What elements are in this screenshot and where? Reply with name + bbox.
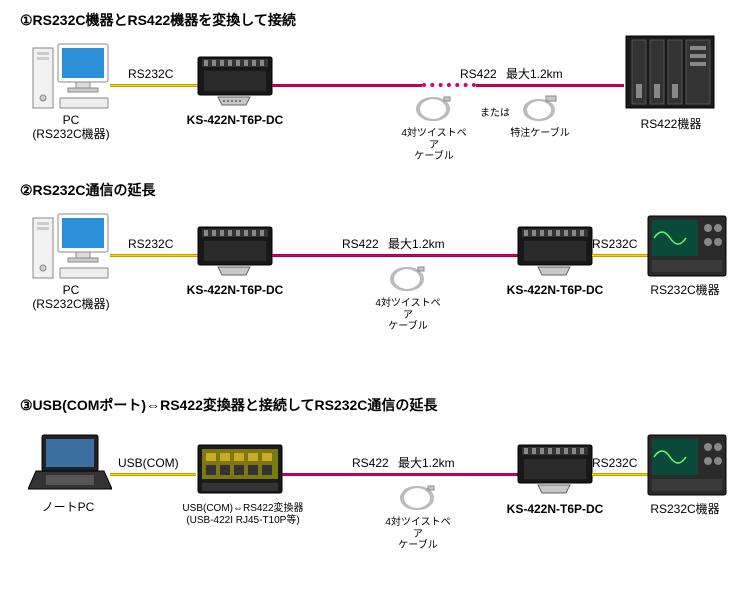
dist-label-s3: 最大1.2km: [398, 457, 455, 471]
converter-icon-s3: [516, 443, 594, 495]
twistpair-icon-s3: [396, 483, 438, 513]
converter-label-s3: KS-422N-T6P-DC: [500, 503, 610, 517]
rs232c-label-s2-right: RS232C: [592, 238, 637, 252]
twistpair-icon-s2: [386, 264, 428, 294]
pc-label: PC (RS232C機器): [28, 114, 114, 142]
special-cable-icon-s1: [518, 94, 560, 124]
dist-label-s1: 最大1.2km: [506, 68, 563, 82]
laptop-label: ノートPC: [36, 501, 100, 515]
converter1-icon-s2: [196, 225, 274, 277]
twistpair-label-s3: 4対ツイストペア ケーブル: [382, 517, 454, 552]
usbconv-icon-s3: [196, 443, 284, 497]
twistpair-icon-s1: [412, 94, 454, 124]
laptop-icon: [28, 433, 112, 495]
converter2-icon-s2: [516, 225, 594, 277]
dist-label-s2: 最大1.2km: [388, 238, 445, 252]
section2-title: ②RS232C通信の延長: [20, 180, 155, 200]
pc-label-s2: PC (RS232C機器): [28, 284, 114, 312]
rs422-label-s1: RS422: [460, 68, 497, 82]
rs422-device-icon: [624, 34, 716, 114]
usb-label-s3: USB(COM): [118, 457, 179, 471]
rs232c-label-s1: RS232C: [128, 68, 173, 82]
cable-rs422-s1-dash: [422, 83, 476, 87]
pc-icon: [32, 40, 110, 110]
converter2-label-s2: KS-422N-T6P-DC: [500, 284, 610, 298]
rs232c-device-label-s2: RS232C機器: [644, 284, 726, 298]
cable-usb-s3: [110, 473, 196, 476]
converter-label-s1: KS-422N-T6P-DC: [180, 114, 290, 128]
rs232c-device-icon-s3: [646, 433, 728, 499]
pc-icon-s2: [32, 210, 110, 280]
twistpair-label-s1: 4対ツイストペア ケーブル: [398, 128, 470, 163]
cable-rs422-s1-left: [272, 84, 422, 87]
rs422-device-label: RS422機器: [636, 118, 706, 132]
cable-rs422-s3: [282, 473, 518, 476]
rs422-label-s2: RS422: [342, 238, 379, 252]
usbconv-label-s3: USB(COM)⇔RS422変換器 (USB-422I RJ45-T10P等): [168, 503, 318, 526]
rs232c-label-s2-left: RS232C: [128, 238, 173, 252]
cable-rs422-s2: [272, 254, 518, 257]
section1-title: ①RS232C機器とRS422機器を変換して接続: [20, 10, 296, 30]
special-cable-label-s1: 特注ケーブル: [510, 128, 570, 140]
rs232c-device-label-s3: RS232C機器: [644, 503, 726, 517]
cable-rs232c-s2-right: [592, 254, 648, 257]
cable-rs422-s1-right: [476, 84, 624, 87]
cable-rs232c-s3: [592, 473, 648, 476]
twistpair-label-s2: 4対ツイストペア ケーブル: [372, 298, 444, 333]
converter-icon-s1: [196, 55, 274, 107]
cable-rs232c-s1: [110, 84, 200, 87]
or-label-s1: または: [480, 108, 510, 120]
rs422-label-s3: RS422: [352, 457, 389, 471]
cable-rs232c-s2-left: [110, 254, 200, 257]
section3-title: ③USB(COMポート)⇔RS422変換器と接続してRS232C通信の延長: [20, 395, 437, 415]
rs232c-device-icon-s2: [646, 214, 728, 280]
converter1-label-s2: KS-422N-T6P-DC: [180, 284, 290, 298]
rs232c-label-s3: RS232C: [592, 457, 637, 471]
